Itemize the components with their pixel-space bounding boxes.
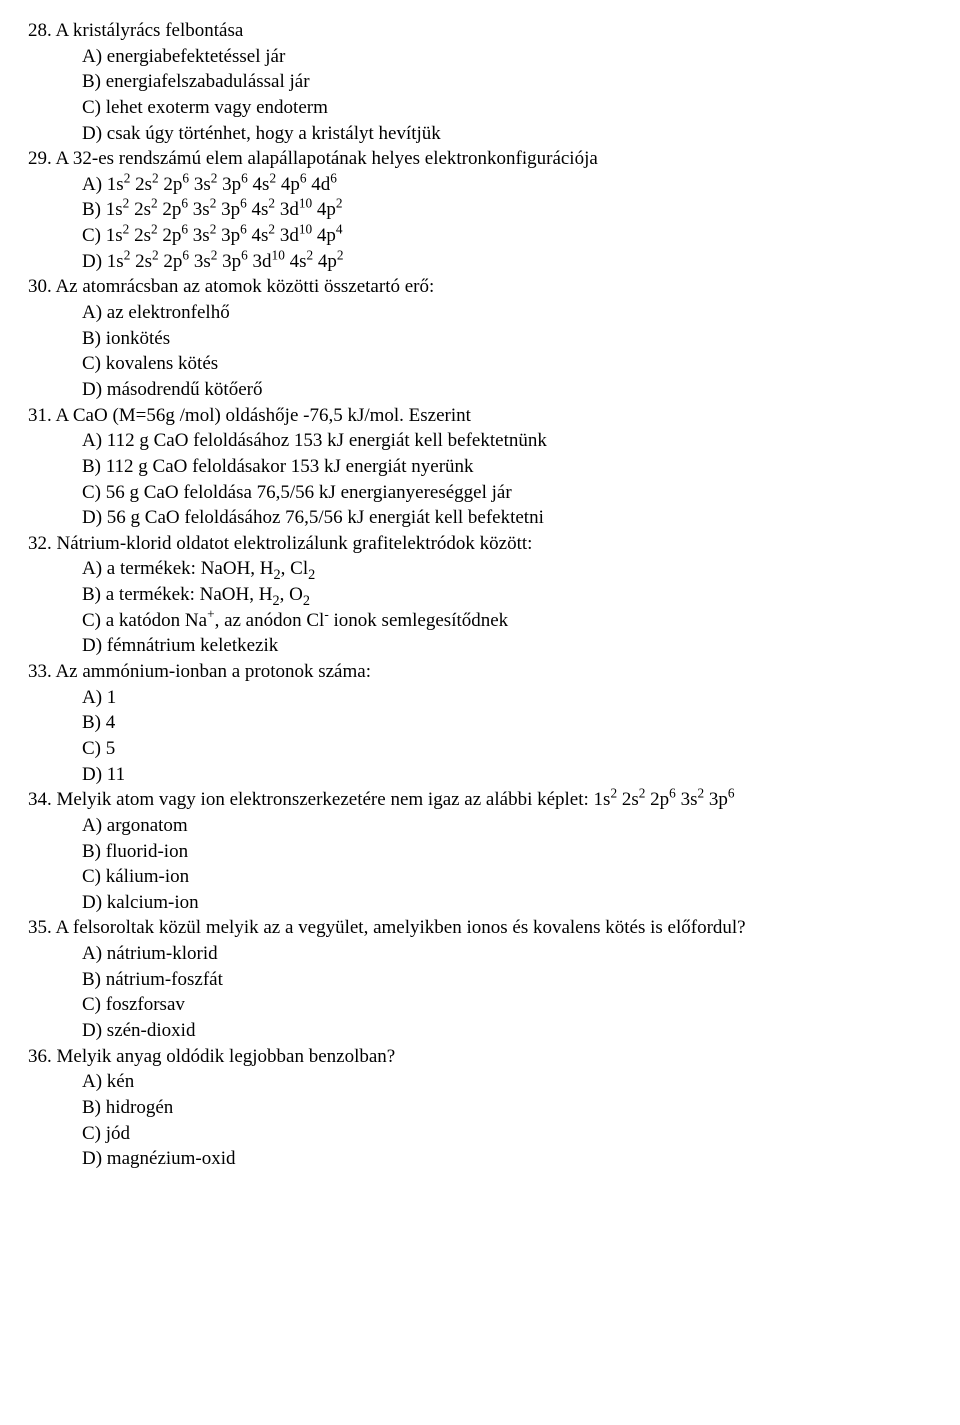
q31-text: A CaO (M=56g /mol) oldáshője -76,5 kJ/mo… [55, 405, 470, 426]
q34-opt-c: C) kálium-ion [82, 864, 932, 890]
q35-opt-d: D) szén-dioxid [82, 1018, 932, 1044]
q35-opt-c: C) foszforsav [82, 992, 932, 1018]
q35-text: A felsoroltak közül melyik az a vegyület… [55, 917, 745, 938]
q29-opt-d: D) 1s2 2s2 2p6 3s2 3p6 3d10 4s2 4p2 [82, 249, 932, 275]
q33-options: A) 1 B) 4 C) 5 D) 11 [82, 685, 932, 788]
q30-opt-d: D) másodrendű kötőerő [82, 377, 932, 403]
q28-opt-a: A) energiabefektetéssel jár [82, 44, 932, 70]
q28-opt-c: C) lehet exoterm vagy endoterm [82, 95, 932, 121]
q29-text: A 32-es rendszámú elem alapállapotának h… [55, 148, 597, 169]
q34-opt-d: D) kalcium-ion [82, 890, 932, 916]
q31-opt-a: A) 112 g CaO feloldásához 153 kJ energiá… [82, 428, 932, 454]
q33-num: 33. [28, 661, 52, 682]
q31-opt-b: B) 112 g CaO feloldásakor 153 kJ energiá… [82, 454, 932, 480]
q36-opt-c: C) jód [82, 1121, 932, 1147]
q32-stem: 32. Nátrium-klorid oldatot elektrolizálu… [28, 531, 932, 557]
q36-opt-b: B) hidrogén [82, 1095, 932, 1121]
question-32: 32. Nátrium-klorid oldatot elektrolizálu… [28, 531, 932, 659]
q33-text: Az ammónium-ionban a protonok száma: [55, 661, 371, 682]
question-36: 36. Melyik anyag oldódik legjobban benzo… [28, 1044, 932, 1172]
q30-num: 30. [28, 276, 52, 297]
q28-stem: 28. A kristályrács felbontása [28, 18, 932, 44]
q35-options: A) nátrium-klorid B) nátrium-foszfát C) … [82, 941, 932, 1044]
q29-opt-a: A) 1s2 2s2 2p6 3s2 3p6 4s2 4p6 4d6 [82, 172, 932, 198]
q34-opt-a: A) argonatom [82, 813, 932, 839]
q29-stem: 29. A 32-es rendszámú elem alapállapotán… [28, 146, 932, 172]
q31-stem: 31. A CaO (M=56g /mol) oldáshője -76,5 k… [28, 403, 932, 429]
q28-opt-d: D) csak úgy történhet, hogy a kristályt … [82, 121, 932, 147]
q35-opt-a: A) nátrium-klorid [82, 941, 932, 967]
q34-opt-b: B) fluorid-ion [82, 839, 932, 865]
q30-stem: 30. Az atomrácsban az atomok közötti öss… [28, 274, 932, 300]
q29-opt-c: C) 1s2 2s2 2p6 3s2 3p6 4s2 3d10 4p4 [82, 223, 932, 249]
q36-opt-d: D) magnézium-oxid [82, 1146, 932, 1172]
q33-stem: 33. Az ammónium-ionban a protonok száma: [28, 659, 932, 685]
q30-opt-a: A) az elektronfelhő [82, 300, 932, 326]
q35-opt-b: B) nátrium-foszfát [82, 967, 932, 993]
q29-opt-b: B) 1s2 2s2 2p6 3s2 3p6 4s2 3d10 4p2 [82, 197, 932, 223]
q33-opt-c: C) 5 [82, 736, 932, 762]
q32-opt-c: C) a katódon Na+, az anódon Cl- ionok se… [82, 608, 932, 634]
q33-opt-d: D) 11 [82, 762, 932, 788]
q30-options: A) az elektronfelhő B) ionkötés C) koval… [82, 300, 932, 403]
q33-opt-b: B) 4 [82, 710, 932, 736]
q32-opt-d: D) fémnátrium keletkezik [82, 633, 932, 659]
question-34: 34. Melyik atom vagy ion elektronszerkez… [28, 787, 932, 915]
q36-opt-a: A) kén [82, 1069, 932, 1095]
q36-num: 36. [28, 1046, 52, 1067]
q32-opt-b: B) a termékek: NaOH, H2, O2 [82, 582, 932, 608]
question-33: 33. Az ammónium-ionban a protonok száma:… [28, 659, 932, 787]
question-28: 28. A kristályrács felbontása A) energia… [28, 18, 932, 146]
q28-text: A kristályrács felbontása [55, 20, 243, 41]
q30-text: Az atomrácsban az atomok közötti összeta… [55, 276, 434, 297]
q31-num: 31. [28, 405, 52, 426]
q28-num: 28. [28, 20, 52, 41]
q32-opt-a: A) a termékek: NaOH, H2, Cl2 [82, 556, 932, 582]
q33-opt-a: A) 1 [82, 685, 932, 711]
q31-opt-d: D) 56 g CaO feloldásához 76,5/56 kJ ener… [82, 505, 932, 531]
q34-num: 34. [28, 789, 52, 810]
q31-opt-c: C) 56 g CaO feloldása 76,5/56 kJ energia… [82, 480, 932, 506]
q35-stem: 35. A felsoroltak közül melyik az a vegy… [28, 915, 932, 941]
q32-text: Nátrium-klorid oldatot elektrolizálunk g… [57, 533, 533, 554]
q29-num: 29. [28, 148, 52, 169]
question-31: 31. A CaO (M=56g /mol) oldáshője -76,5 k… [28, 403, 932, 531]
q31-options: A) 112 g CaO feloldásához 153 kJ energiá… [82, 428, 932, 531]
q36-text: Melyik anyag oldódik legjobban benzolban… [57, 1046, 396, 1067]
q28-opt-b: B) energiafelszabadulással jár [82, 69, 932, 95]
question-29: 29. A 32-es rendszámú elem alapállapotán… [28, 146, 932, 274]
q34-options: A) argonatom B) fluorid-ion C) kálium-io… [82, 813, 932, 916]
q29-options: A) 1s2 2s2 2p6 3s2 3p6 4s2 4p6 4d6 B) 1s… [82, 172, 932, 275]
q30-opt-c: C) kovalens kötés [82, 351, 932, 377]
q32-num: 32. [28, 533, 52, 554]
q36-stem: 36. Melyik anyag oldódik legjobban benzo… [28, 1044, 932, 1070]
question-30: 30. Az atomrácsban az atomok közötti öss… [28, 274, 932, 402]
q36-options: A) kén B) hidrogén C) jód D) magnézium-o… [82, 1069, 932, 1172]
q35-num: 35. [28, 917, 52, 938]
q30-opt-b: B) ionkötés [82, 326, 932, 352]
question-35: 35. A felsoroltak közül melyik az a vegy… [28, 915, 932, 1043]
q28-options: A) energiabefektetéssel jár B) energiafe… [82, 44, 932, 147]
q34-stem: 34. Melyik atom vagy ion elektronszerkez… [28, 787, 932, 813]
q32-options: A) a termékek: NaOH, H2, Cl2 B) a termék… [82, 556, 932, 659]
